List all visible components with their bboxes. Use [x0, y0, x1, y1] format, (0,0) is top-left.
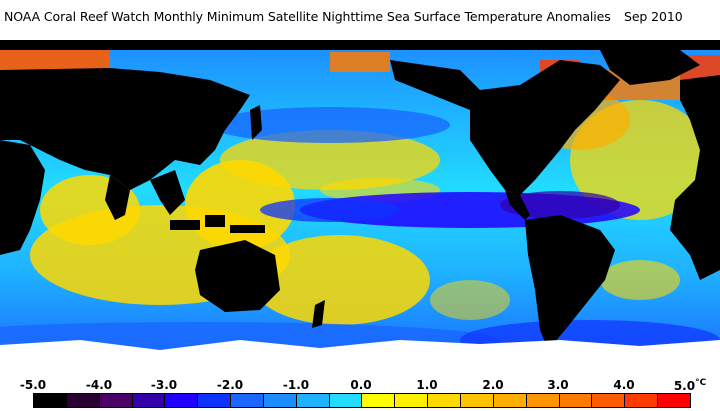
colorbar-swatches — [33, 393, 691, 408]
colorbar-tick: 1.0 — [416, 378, 438, 392]
map-title: NOAA Coral Reef Watch Monthly Minimum Sa… — [4, 9, 716, 24]
colorbar-swatch — [164, 393, 199, 408]
colorbar-swatch — [33, 393, 67, 408]
colorbar-swatch — [492, 393, 527, 408]
land — [0, 40, 720, 350]
colorbar-swatch — [427, 393, 461, 408]
colorbar-unit: °C — [695, 378, 707, 388]
title-date: Sep 2010 — [624, 9, 683, 24]
colorbar-tick: 3.0 — [547, 378, 569, 392]
colorbar-swatch — [657, 393, 691, 408]
colorbar-swatch — [197, 393, 232, 408]
colorbar-tick-last: 5.0°C — [674, 378, 706, 393]
colorbar-swatch — [361, 393, 396, 408]
colorbar-swatch — [624, 393, 659, 408]
colorbar-swatch — [295, 393, 330, 408]
colorbar-swatch — [525, 393, 560, 408]
colorbar-swatch — [131, 393, 166, 408]
colorbar-tick-value: 5.0 — [673, 379, 696, 393]
colorbar-swatch — [262, 393, 297, 408]
colorbar-swatch — [558, 393, 593, 408]
colorbar-tick: -1.0 — [282, 378, 310, 392]
colorbar-tick: -4.0 — [85, 378, 113, 392]
colorbar-tick: 4.0 — [613, 378, 635, 392]
colorbar-tick: -3.0 — [150, 378, 178, 392]
colorbar-tick: 0.0 — [350, 378, 372, 392]
colorbar-swatch — [459, 393, 494, 408]
colorbar-tick: -5.0 — [19, 378, 47, 392]
colorbar-tick: -2.0 — [216, 378, 244, 392]
colorbar: -5.0 -4.0 -3.0 -2.0 -1.0 0.0 1.0 2.0 3.0… — [0, 374, 720, 411]
colorbar-swatch — [230, 393, 264, 408]
sst-anomaly-map — [0, 40, 720, 371]
colorbar-swatch — [328, 393, 363, 408]
title-text: NOAA Coral Reef Watch Monthly Minimum Sa… — [4, 9, 611, 24]
colorbar-swatch — [65, 393, 100, 408]
colorbar-tick: 2.0 — [482, 378, 504, 392]
colorbar-swatch — [394, 393, 429, 408]
antarctica-ice — [0, 340, 720, 371]
colorbar-swatch — [98, 393, 133, 408]
colorbar-swatch — [591, 393, 626, 408]
